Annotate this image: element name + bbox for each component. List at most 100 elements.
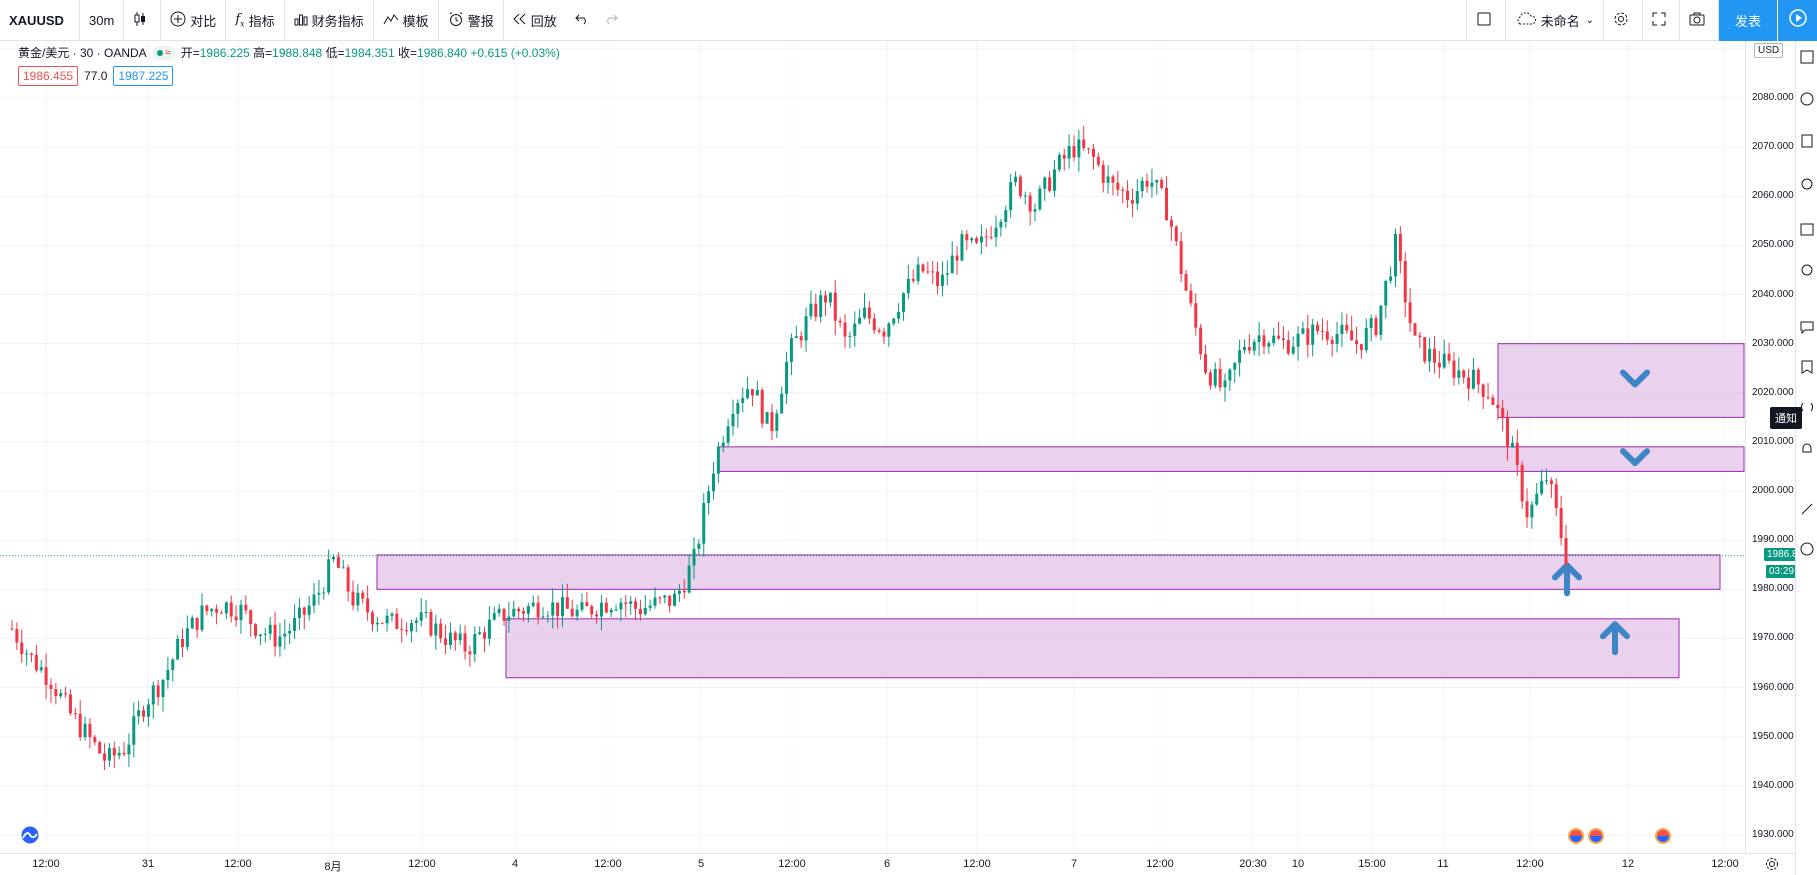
fullscreen-button[interactable] — [1643, 0, 1680, 41]
candle-body — [721, 442, 725, 447]
redo-button[interactable] — [602, 0, 631, 41]
candle-body — [161, 679, 165, 697]
candle-body — [863, 307, 867, 318]
calendar-icon[interactable] — [1799, 221, 1815, 237]
candle-body — [867, 307, 871, 319]
ask-button[interactable]: 1987.225 — [113, 66, 174, 86]
candle-body — [702, 503, 706, 544]
us-flag-event-icon[interactable] — [1588, 828, 1604, 844]
us-flag-event-icon[interactable] — [1655, 828, 1671, 844]
indicators-button[interactable]: fx 指标 — [226, 0, 285, 41]
candle-body — [1340, 324, 1344, 334]
candle-body — [1140, 180, 1144, 192]
candle-body — [1559, 508, 1563, 539]
plus-circle-icon — [170, 11, 190, 30]
chat-icon[interactable] — [1799, 319, 1815, 335]
candle-body — [984, 236, 988, 238]
layout-name-label: 未命名 — [1540, 14, 1580, 29]
time-tick-label: 15:00 — [1358, 858, 1386, 870]
publish-button[interactable]: 发表 — [1718, 0, 1777, 41]
layout-name-button[interactable]: 未命名 ⌄ — [1506, 0, 1604, 41]
alert-button[interactable]: 警报 — [439, 0, 504, 41]
compare-button[interactable]: 对比 — [161, 0, 227, 41]
market-status-badge[interactable]: ≈ — [152, 46, 175, 60]
time-axis[interactable]: 12:00 31 12:00 8月 12:00 4 12:00 5 12:00 6 12:00 7 12… — [0, 853, 1795, 875]
candle-body — [565, 597, 569, 609]
settings-button[interactable] — [1604, 0, 1643, 41]
camera-icon — [1689, 12, 1709, 29]
alerts-icon[interactable] — [1799, 91, 1815, 107]
candle-body — [224, 602, 228, 614]
replay-button[interactable]: 回放 — [504, 0, 566, 41]
financials-button[interactable]: 财务指标 — [285, 0, 374, 41]
candle-body — [346, 567, 350, 592]
candle-body — [1004, 210, 1008, 222]
candle-body — [429, 612, 433, 636]
candle-body — [634, 601, 638, 609]
candle-body — [970, 238, 974, 241]
candle-body — [176, 638, 180, 660]
candle-body — [668, 595, 672, 606]
price-tick-label: 1950.000 — [1752, 730, 1794, 742]
interval-button[interactable]: 30m — [80, 0, 125, 41]
function-icon: fx — [235, 11, 245, 29]
candle-body — [351, 591, 355, 606]
supply-demand-zone — [717, 446, 1745, 472]
pencil-icon[interactable] — [1799, 501, 1815, 517]
candle-body — [122, 752, 126, 755]
candle-body — [1096, 156, 1100, 165]
notifications-tooltip[interactable]: 通知 — [1770, 407, 1802, 429]
candle-body — [390, 613, 394, 616]
candle-body — [453, 632, 457, 641]
candle-body — [34, 654, 38, 671]
hotlist-icon[interactable] — [1799, 176, 1815, 192]
help-icon[interactable] — [1799, 541, 1815, 557]
candle-body — [1204, 354, 1208, 373]
candle-body — [370, 612, 374, 625]
time-tick-label: 12 — [1621, 858, 1635, 870]
candle-body — [1418, 335, 1422, 338]
candle-body — [44, 667, 48, 685]
ideas-icon[interactable] — [1799, 263, 1815, 279]
time-axis-settings-icon[interactable] — [1765, 857, 1779, 871]
currency-tag[interactable]: USD — [1754, 43, 1784, 58]
candle-body — [599, 602, 603, 617]
tradingview-logo-icon[interactable] — [18, 826, 42, 844]
price-axis[interactable]: USD 2080.000 2070.000 2060.000 2050.000 2040… — [1745, 41, 1795, 853]
price-tick-label: 2040.000 — [1752, 288, 1794, 300]
candle-body — [361, 592, 365, 599]
data-window-icon[interactable] — [1799, 133, 1815, 149]
candle-body — [838, 320, 842, 323]
candle-body — [1072, 146, 1076, 158]
bell-icon[interactable] — [1799, 441, 1815, 457]
candle-body — [716, 446, 720, 474]
price-tick-label: 2000.000 — [1752, 485, 1794, 497]
candle-body — [375, 622, 379, 625]
snapshot-button[interactable] — [1680, 0, 1719, 41]
chart-type-button[interactable] — [124, 0, 162, 41]
templates-button[interactable]: 模板 — [374, 0, 439, 41]
streams-icon[interactable] — [1799, 359, 1815, 375]
price-tick-label: 2030.000 — [1752, 337, 1794, 349]
low-value: 1984.351 — [344, 46, 395, 60]
price-tick-label: 1930.000 — [1752, 828, 1794, 840]
us-flag-event-icon[interactable] — [1568, 828, 1584, 844]
candle-body — [507, 616, 511, 621]
legend-title: 黄金/美元 · 30 · OANDA — [18, 46, 147, 60]
watchlist-icon[interactable] — [1799, 49, 1815, 65]
candle-body — [1033, 209, 1037, 212]
multi-chart-layout-button[interactable] — [1465, 0, 1506, 41]
time-tick-label: 4 — [511, 858, 519, 870]
symbol-search-button[interactable]: XAUUSD — [0, 0, 80, 41]
chart-pane[interactable] — [0, 41, 1745, 853]
candle-body — [1179, 241, 1183, 275]
candle-body — [458, 633, 462, 641]
candle-body — [463, 633, 467, 652]
arrow-up-icon — [1600, 621, 1630, 640]
play-button[interactable] — [1777, 0, 1817, 41]
bid-button[interactable]: 1986.455 — [18, 66, 79, 86]
candle-body — [819, 295, 823, 317]
candle-body — [1189, 290, 1193, 304]
undo-button[interactable] — [566, 0, 602, 41]
candle-body — [560, 597, 564, 617]
